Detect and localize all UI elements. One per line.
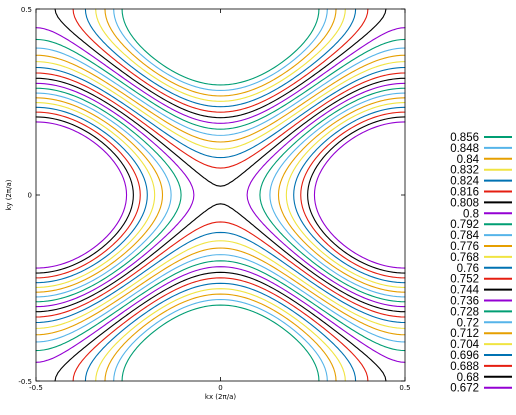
contour-level-2 <box>104 8 337 382</box>
legend-label-17: 0.72 <box>457 317 479 329</box>
contour-level-20 <box>35 106 406 284</box>
contour-level-3 <box>95 8 346 382</box>
contour-level-17 <box>35 92 406 298</box>
contour-level-12 <box>35 66 406 324</box>
legend-label-16: 0.728 <box>450 306 479 318</box>
legend-label-13: 0.752 <box>450 274 479 286</box>
legend-label-0: 0.856 <box>450 132 479 144</box>
legend-label-11: 0.768 <box>450 252 479 264</box>
legend-label-6: 0.808 <box>450 197 479 209</box>
contour-level-14 <box>35 77 406 313</box>
contour-lines <box>35 8 406 382</box>
legend-label-8: 0.792 <box>450 219 479 231</box>
legend-label-10: 0.776 <box>450 241 479 253</box>
contour-level-8 <box>35 38 406 352</box>
legend-label-14: 0.744 <box>450 285 479 297</box>
legend-label-2: 0.84 <box>457 154 480 166</box>
legend-label-20: 0.696 <box>450 350 479 362</box>
y-tick-label-bottom: -0.5 <box>18 378 32 386</box>
legend-label-21: 0.688 <box>450 361 479 373</box>
contour-level-13 <box>35 72 406 318</box>
legend-label-12: 0.76 <box>457 263 479 275</box>
contour-level-11 <box>35 61 406 329</box>
y-tick-label-top: 0.5 <box>21 6 32 14</box>
contour-level-7 <box>35 27 406 363</box>
legend-label-3: 0.832 <box>450 165 479 177</box>
contour-level-22 <box>35 116 406 274</box>
contour-level-1 <box>113 8 328 382</box>
contour-level-16 <box>35 87 406 303</box>
x-tick-label-right: 0.5 <box>399 384 410 392</box>
contour-level-21 <box>35 111 406 279</box>
y-axis-label: ky (2π/a) <box>5 179 13 210</box>
legend-label-7: 0.8 <box>463 208 479 220</box>
contour-level-5 <box>72 8 369 382</box>
contour-level-0 <box>121 8 320 382</box>
contour-level-15 <box>35 82 406 308</box>
legend-label-9: 0.784 <box>450 230 479 242</box>
legend-label-1: 0.848 <box>450 143 479 155</box>
legend-label-5: 0.816 <box>450 187 479 199</box>
x-tick-label-center: 0 <box>218 384 222 392</box>
axis-ticks <box>35 8 406 382</box>
legend-label-19: 0.704 <box>450 339 479 351</box>
y-tick-label-center: 0 <box>28 192 32 200</box>
contour-level-18 <box>35 97 406 293</box>
x-tick-label-left: -0.5 <box>29 384 43 392</box>
plot-frame <box>35 8 406 382</box>
legend-label-4: 0.824 <box>450 176 479 188</box>
contour-level-10 <box>35 54 406 336</box>
legend-label-23: 0.672 <box>450 383 479 395</box>
legend-label-15: 0.736 <box>450 296 479 308</box>
legend: 0.8560.8480.840.8320.8240.8160.8080.80.7… <box>450 132 512 395</box>
x-axis-label: kx (2π/a) <box>205 393 236 401</box>
contour-level-9 <box>35 47 406 343</box>
contour-level-4 <box>84 8 357 382</box>
legend-label-18: 0.712 <box>450 328 479 340</box>
contour-level-23 <box>35 121 406 269</box>
legend-label-22: 0.68 <box>457 372 479 384</box>
contour-level-19 <box>35 102 406 288</box>
contour-level-6 <box>54 8 387 382</box>
